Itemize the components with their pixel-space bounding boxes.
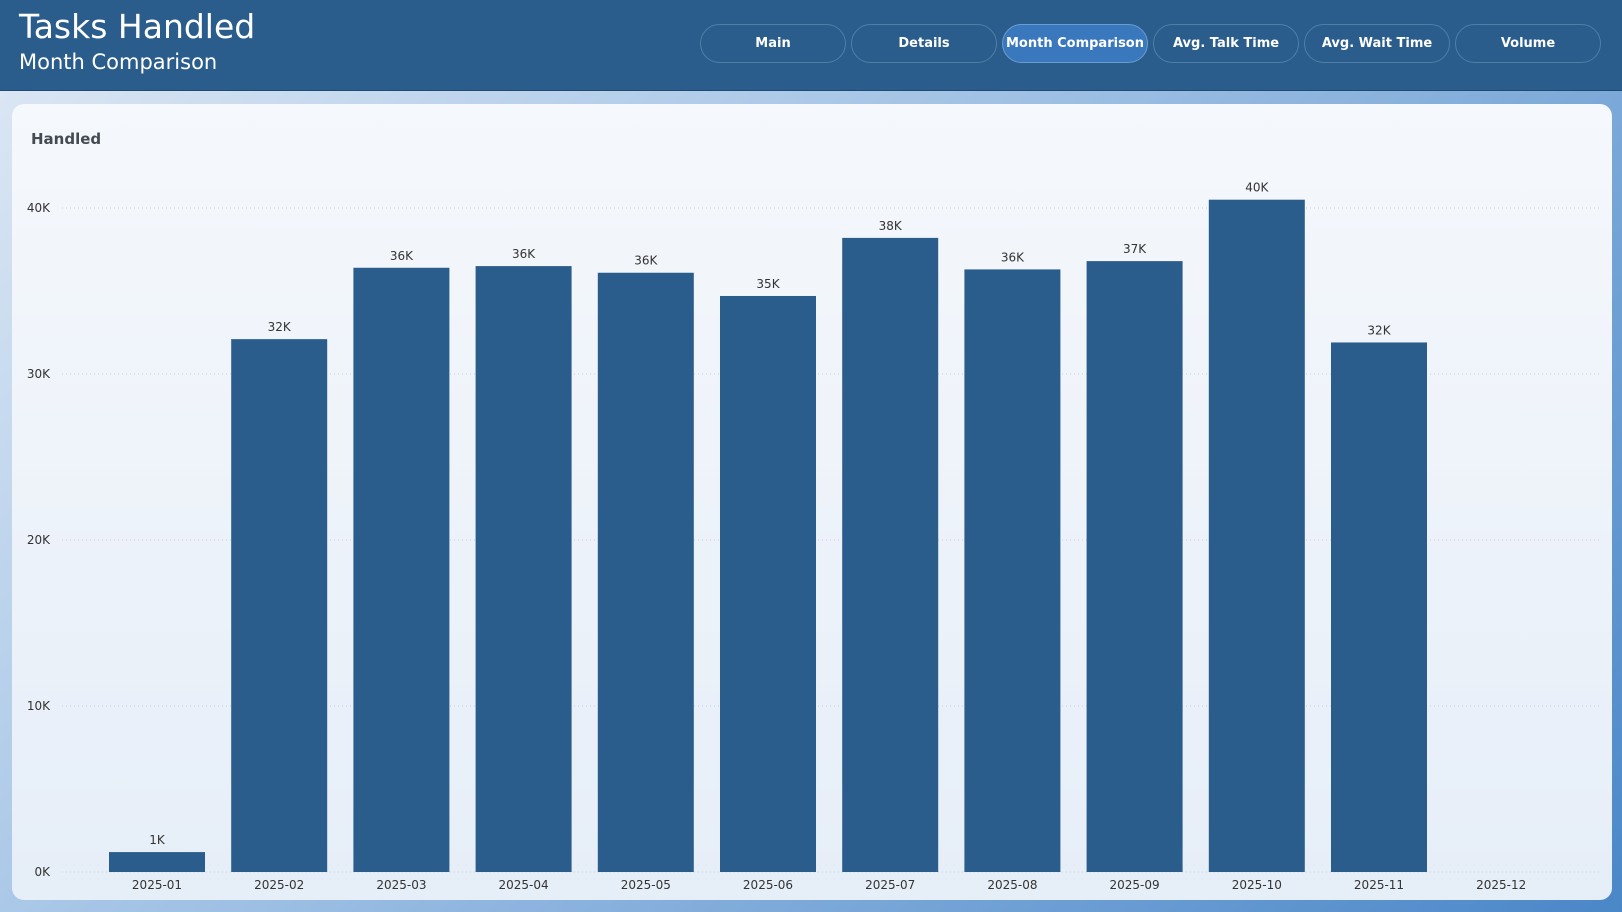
nav-avg-talk-time-button[interactable]: Avg. Talk Time	[1153, 24, 1299, 63]
x-tick-label: 2025-11	[1354, 878, 1404, 892]
page-subtitle: Month Comparison	[19, 50, 218, 74]
bar-2025-10[interactable]	[1208, 199, 1305, 872]
nav-main-button[interactable]: Main	[700, 24, 846, 63]
page-title: Tasks Handled	[19, 7, 256, 46]
x-tick-label: 2025-08	[987, 878, 1037, 892]
y-tick-label: 0K	[34, 865, 51, 879]
data-label-2025-04: 36K	[512, 247, 536, 261]
y-tick-label: 40K	[27, 201, 51, 215]
bar-2025-01[interactable]	[109, 852, 205, 872]
bar-2025-05[interactable]	[597, 272, 694, 872]
data-label-2025-03: 36K	[390, 249, 414, 263]
nav-avg-wait-time-button[interactable]: Avg. Wait Time	[1304, 24, 1450, 63]
x-tick-label: 2025-03	[376, 878, 426, 892]
x-tick-label: 2025-10	[1232, 878, 1282, 892]
data-label-2025-07: 38K	[879, 219, 903, 233]
data-label-2025-02: 32K	[268, 320, 292, 334]
bar-2025-06[interactable]	[720, 295, 816, 872]
bar-2025-07[interactable]	[842, 237, 939, 872]
x-tick-label: 2025-07	[865, 878, 915, 892]
x-tick-label: 2025-12	[1476, 878, 1526, 892]
y-tick-label: 30K	[27, 367, 51, 381]
header-bar: Tasks Handled Month Comparison Main Deta…	[0, 0, 1622, 91]
chart-title: Handled	[31, 130, 102, 148]
y-tick-label: 10K	[27, 699, 51, 713]
y-tick-label: 20K	[27, 533, 51, 547]
x-tick-label: 2025-04	[499, 878, 549, 892]
data-label-2025-09: 37K	[1123, 242, 1147, 256]
bar-2025-09[interactable]	[1086, 261, 1183, 872]
nav-details-button[interactable]: Details	[851, 24, 997, 63]
bar-2025-11[interactable]	[1331, 342, 1427, 872]
nav-month-comparison-button[interactable]: Month Comparison	[1002, 24, 1148, 63]
data-label-2025-06: 35K	[756, 277, 780, 291]
nav-volume-button[interactable]: Volume	[1455, 24, 1601, 63]
x-tick-label: 2025-02	[254, 878, 304, 892]
bar-2025-08[interactable]	[964, 269, 1061, 872]
bar-2025-03[interactable]	[353, 267, 450, 872]
data-label-2025-11: 32K	[1367, 323, 1391, 337]
x-tick-label: 2025-01	[132, 878, 182, 892]
data-label-2025-05: 36K	[634, 254, 658, 268]
bar-2025-02[interactable]	[231, 339, 328, 872]
nav-bar: Main Details Month Comparison Avg. Talk …	[700, 24, 1601, 63]
chart-card: Handled 0K 10K 20K 30K 40K 1K 2025-01 32K 2025-0…	[12, 104, 1612, 900]
data-label-2025-08: 36K	[1001, 250, 1025, 264]
bar-chart: 0K 10K 20K 30K 40K 1K 2025-01 32K 2025-02 36K 2025…	[27, 181, 1602, 892]
x-tick-label: 2025-09	[1110, 878, 1160, 892]
x-tick-label: 2025-05	[621, 878, 671, 892]
bar-2025-04[interactable]	[475, 266, 572, 873]
data-label-2025-01: 1K	[149, 833, 166, 847]
data-label-2025-10: 40K	[1245, 181, 1269, 195]
x-tick-label: 2025-06	[743, 878, 793, 892]
